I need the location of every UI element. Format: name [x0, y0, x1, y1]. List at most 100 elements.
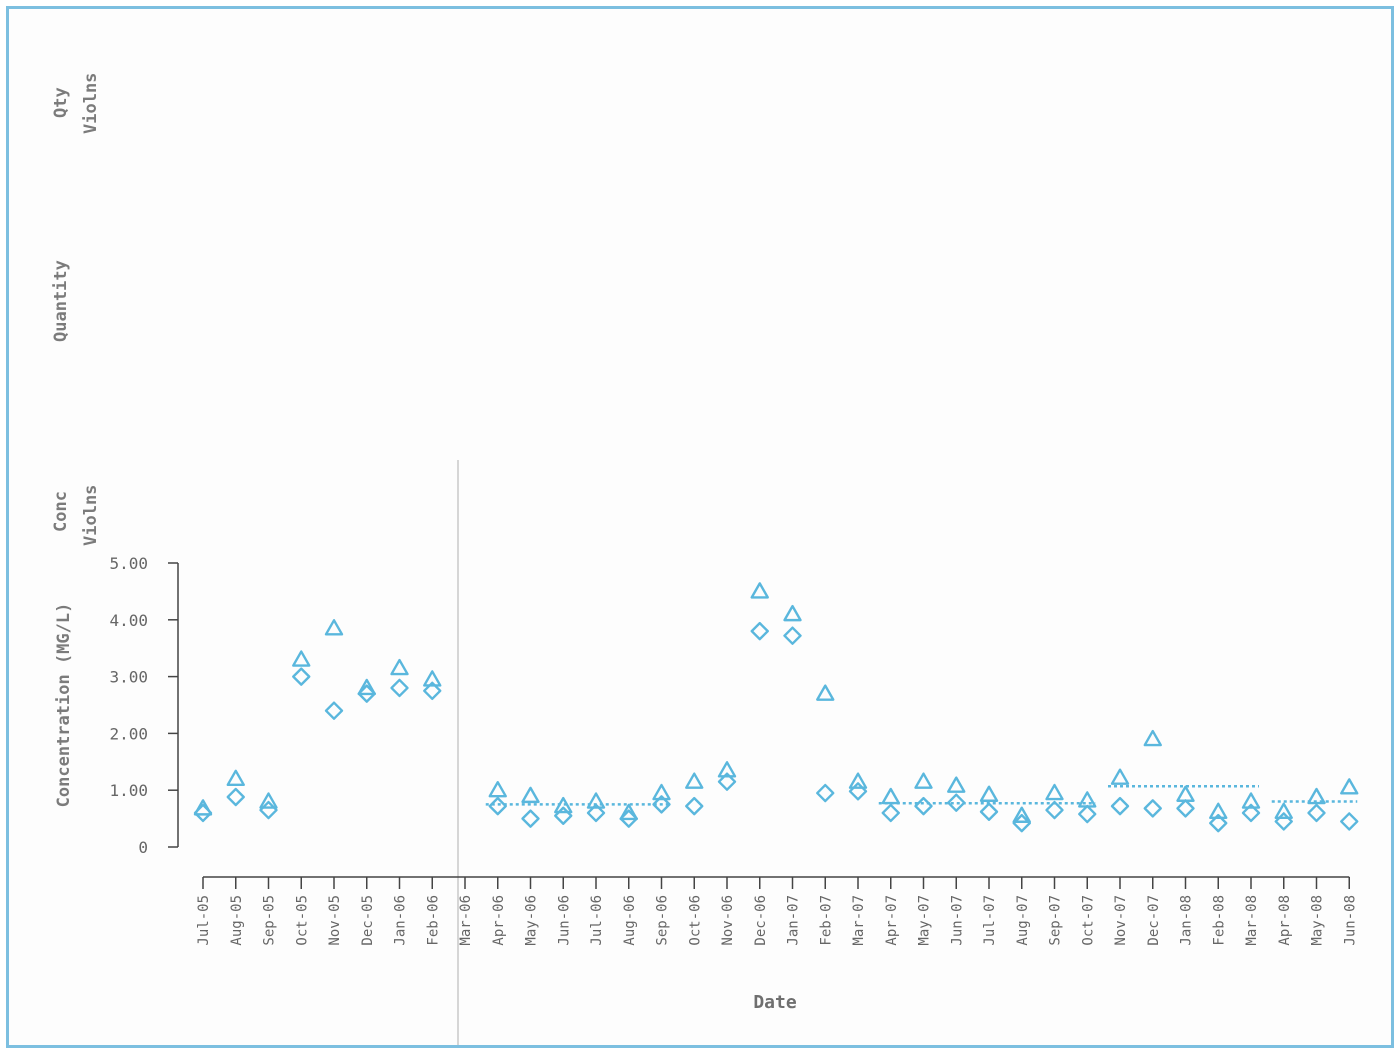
diamond-marker	[226, 787, 245, 807]
diamond-marker	[554, 806, 573, 825]
diamond-marker	[619, 809, 638, 828]
triangle-marker	[1078, 791, 1097, 808]
x-tick-label: Nov-07	[1113, 895, 1129, 946]
triangle-marker	[881, 787, 900, 805]
triangle-marker	[1307, 787, 1326, 805]
chart-frame	[6, 6, 1394, 1048]
triangle-marker	[947, 776, 966, 793]
x-tick-label: May-07	[917, 895, 933, 946]
triangle-marker	[685, 772, 704, 789]
diamond-marker	[292, 667, 311, 686]
x-tick-label: Mar-06	[458, 895, 474, 946]
triangle-marker	[979, 785, 999, 802]
x-tick-label: Jan-07	[786, 895, 802, 946]
triangle-marker	[1143, 729, 1162, 747]
x-tick-label: Apr-08	[1277, 895, 1293, 946]
diamond-marker	[881, 803, 900, 823]
x-tick-label: Nov-06	[720, 895, 736, 946]
diamond-marker	[1143, 799, 1162, 818]
diamond-marker	[521, 809, 540, 828]
triangle-marker	[1110, 768, 1130, 785]
diamond-marker	[848, 782, 868, 801]
x-tick-label: Aug-06	[622, 895, 638, 946]
y-tick-label: 0	[138, 838, 148, 857]
diamond-marker	[914, 796, 933, 816]
diamond-marker	[1110, 796, 1130, 816]
y-tick-label: 5.00	[109, 554, 148, 573]
diamond-marker	[390, 678, 409, 698]
x-tick-label: Dec-06	[753, 895, 769, 946]
triangle-marker	[1176, 785, 1195, 802]
x-tick-label: Jun-06	[556, 895, 572, 946]
x-tick-label: Feb-06	[425, 895, 441, 946]
diamond-marker	[259, 800, 278, 820]
x-tick-label: Jul-07	[982, 895, 998, 946]
x-tick-label: May-08	[1310, 895, 1326, 946]
triangle-marker	[619, 803, 638, 821]
x-tick-label: Oct-05	[294, 895, 310, 946]
diamond-marker	[1241, 803, 1261, 823]
triangle-marker	[554, 796, 573, 814]
x-tick-label: May-06	[524, 895, 540, 946]
diamond-marker	[1045, 800, 1064, 820]
diamond-marker	[1274, 812, 1293, 831]
triangle-marker	[193, 799, 213, 816]
x-tick-label: Dec-05	[360, 895, 376, 946]
diamond-marker	[652, 795, 671, 814]
diamond-marker	[193, 803, 213, 823]
x-tick-label: Jun-08	[1342, 895, 1358, 946]
x-tick-label: Jan-08	[1179, 895, 1195, 946]
triangle-marker	[521, 786, 540, 804]
triangle-marker	[914, 772, 933, 789]
diamond-marker	[816, 783, 835, 803]
x-tick-label: Aug-05	[229, 895, 245, 946]
triangle-marker	[324, 619, 344, 636]
reference-lines	[485, 784, 1358, 806]
y-tick-label: 3.00	[109, 668, 148, 687]
data-markers	[193, 582, 1359, 833]
x-tick-label: Sep-06	[655, 895, 671, 946]
diamond-marker	[750, 621, 769, 641]
x-tick-label: Apr-07	[884, 895, 900, 946]
x-tick-label: Jan-06	[393, 895, 409, 946]
triangle-marker	[423, 670, 442, 687]
x-tick-label: Jun-07	[949, 895, 965, 946]
diamond-marker	[1340, 812, 1359, 831]
diamond-marker	[979, 802, 999, 821]
x-tick-label: Mar-07	[851, 895, 867, 946]
triangle-marker	[357, 678, 376, 696]
triangle-marker	[1045, 783, 1064, 801]
triangle-marker	[1012, 806, 1031, 823]
diamond-marker	[357, 684, 376, 703]
triangle-marker	[848, 772, 868, 789]
diamond-marker	[1078, 804, 1097, 824]
triangle-marker	[586, 792, 606, 809]
x-axis: Jul-05 Aug-05 Sep-05 Oct-05 Nov-05 Dec-05 Jan-…	[196, 876, 1358, 946]
triangle-marker	[292, 650, 311, 667]
x-tick-label: Dec-07	[1146, 895, 1162, 946]
diamond-marker	[423, 681, 442, 700]
x-tick-label: Sep-05	[262, 895, 278, 946]
triangle-marker	[717, 761, 737, 778]
triangle-marker	[226, 769, 245, 787]
diamond-marker	[1307, 803, 1326, 823]
triangle-marker	[816, 684, 835, 701]
triangle-marker	[1241, 792, 1261, 809]
diamond-marker	[586, 803, 606, 823]
triangle-marker	[783, 604, 802, 622]
diamond-marker	[1012, 813, 1031, 833]
x-tick-label: Mar-08	[1244, 895, 1260, 946]
triangle-marker	[1209, 802, 1228, 819]
triangle-marker	[750, 582, 769, 599]
x-tick-label: Nov-05	[327, 895, 343, 946]
triangle-marker	[1340, 778, 1359, 795]
x-tick-label: Jul-05	[196, 895, 212, 946]
diamond-marker	[1176, 799, 1195, 818]
y-tick-label: 1.00	[109, 781, 148, 800]
y-axis-title: Concentration (MG/L)	[54, 603, 74, 808]
diamond-marker	[947, 793, 966, 812]
x-axis-title: Date	[753, 992, 797, 1013]
triangle-marker	[259, 792, 278, 809]
diamond-marker	[685, 796, 704, 816]
